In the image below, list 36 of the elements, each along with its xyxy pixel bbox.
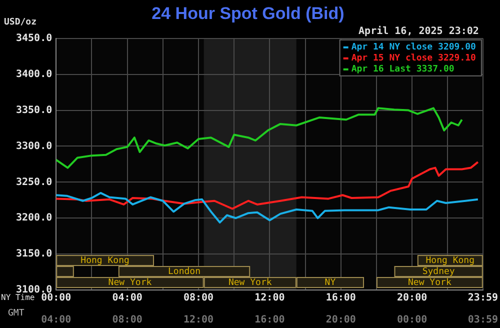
y-tick-label: 3200.0 <box>16 212 52 224</box>
x-tick-label: 16:00 <box>326 292 356 304</box>
x-tick-label: 20:00 <box>397 292 428 304</box>
band-label: Hong Kong <box>426 256 475 266</box>
y-tick-label: 3450.0 <box>16 32 52 44</box>
y-tick-label: 3300.0 <box>16 140 52 152</box>
x2-tick-label: 04:00 <box>41 314 72 326</box>
chart-title: 24 Hour Spot Gold (Bid) <box>152 4 344 23</box>
legend-label: Apr 14 NY close 3209.00 <box>351 42 476 53</box>
x-axis-title: NY Time <box>1 293 35 302</box>
band-label: New York <box>108 278 152 288</box>
y-tick-label: 3350.0 <box>16 104 52 116</box>
x2-tick-label: 08:00 <box>112 314 142 326</box>
x-tick-label: 12:00 <box>254 292 285 304</box>
x2-axis-title: GMT <box>8 308 25 318</box>
y-tick-label: 3250.0 <box>16 176 52 188</box>
x2-tick-label: 00:00 <box>397 314 428 326</box>
y-axis-title: USD/oz <box>4 18 37 28</box>
legend-label: Apr 16 Last 3337.00 <box>351 64 454 75</box>
x2-tick-label: 12:00 <box>183 314 214 326</box>
x2-tick-label: 16:00 <box>254 314 285 326</box>
y-tick-label: 3150.0 <box>16 248 52 260</box>
x2-tick-label: 03:59 <box>468 314 498 326</box>
y-tick-label: 3400.0 <box>16 68 52 80</box>
band-label: New York <box>408 278 452 288</box>
x2-tick-label: 20:00 <box>326 314 356 326</box>
x-tick-label: 08:00 <box>183 292 214 304</box>
band-label: NY <box>324 278 336 288</box>
band-label: Sydney <box>422 266 456 277</box>
band-label: London <box>168 266 201 277</box>
legend-label: Apr 15 NY close 3229.10 <box>351 54 476 64</box>
x-tick-label: 04:00 <box>112 292 142 304</box>
band-label: New York <box>228 278 272 288</box>
band-label: Hong Kong <box>80 256 130 266</box>
x-tick-label: 23:59 <box>468 292 498 304</box>
chart-subtitle: April 16, 2025 23:02 <box>358 24 479 37</box>
